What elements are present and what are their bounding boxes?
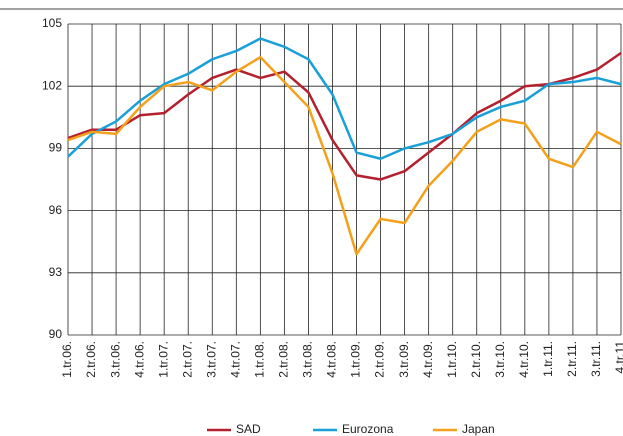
y-tick-label: 93 (49, 265, 63, 279)
x-tick-label: 4.tr.09. (421, 341, 435, 378)
x-tick-label: 3.tr.07. (204, 341, 218, 378)
y-tick-label: 96 (49, 203, 63, 217)
x-tick-label: 3.tr.09. (397, 341, 411, 378)
series-line (67, 51, 622, 181)
x-tick-label: 2.tr.06. (84, 341, 98, 378)
y-tick-label: 102 (42, 78, 62, 92)
x-tick-label: 2.tr.10. (469, 341, 483, 378)
y-tick-label: 90 (49, 327, 63, 341)
series-line (67, 37, 622, 161)
x-tick-label: 1.tr.09. (349, 341, 363, 378)
y-tick-label: 105 (42, 16, 62, 30)
x-tick-label: 3.tr.10. (493, 341, 507, 378)
legend-label: Japan (462, 422, 495, 436)
legend-label: SAD (236, 422, 261, 436)
x-tick-label: 1.tr.08. (253, 341, 267, 378)
y-tick-label: 99 (49, 141, 63, 155)
x-tick-label: 4.tr.10. (517, 341, 531, 378)
x-tick-label: 2.tr.07. (180, 341, 194, 378)
legend-label: Eurozona (342, 422, 394, 436)
x-tick-label: 1.tr.11. (541, 341, 555, 377)
x-tick-label: 3.tr.11. (589, 341, 603, 377)
x-tick-label: 4.tr.06. (132, 341, 146, 378)
x-tick-label: 3.tr.08. (301, 341, 315, 378)
x-tick-label: 4.tr.08. (325, 341, 339, 378)
x-tick-label: 3.tr.06. (108, 341, 122, 378)
x-tick-label: 1.tr.07. (156, 341, 170, 378)
x-tick-label: 2.tr.11. (565, 341, 579, 377)
x-tick-label: 1.tr.06. (60, 341, 74, 378)
series-line (67, 55, 622, 256)
x-tick-label: 2.tr.08. (277, 341, 291, 378)
x-tick-label: 4.tr.07. (228, 341, 242, 378)
x-tick-label: 2.tr.09. (373, 341, 387, 378)
x-tick-label: 4.tr.11 (613, 341, 623, 374)
x-tick-label: 1.tr.10. (445, 341, 459, 378)
